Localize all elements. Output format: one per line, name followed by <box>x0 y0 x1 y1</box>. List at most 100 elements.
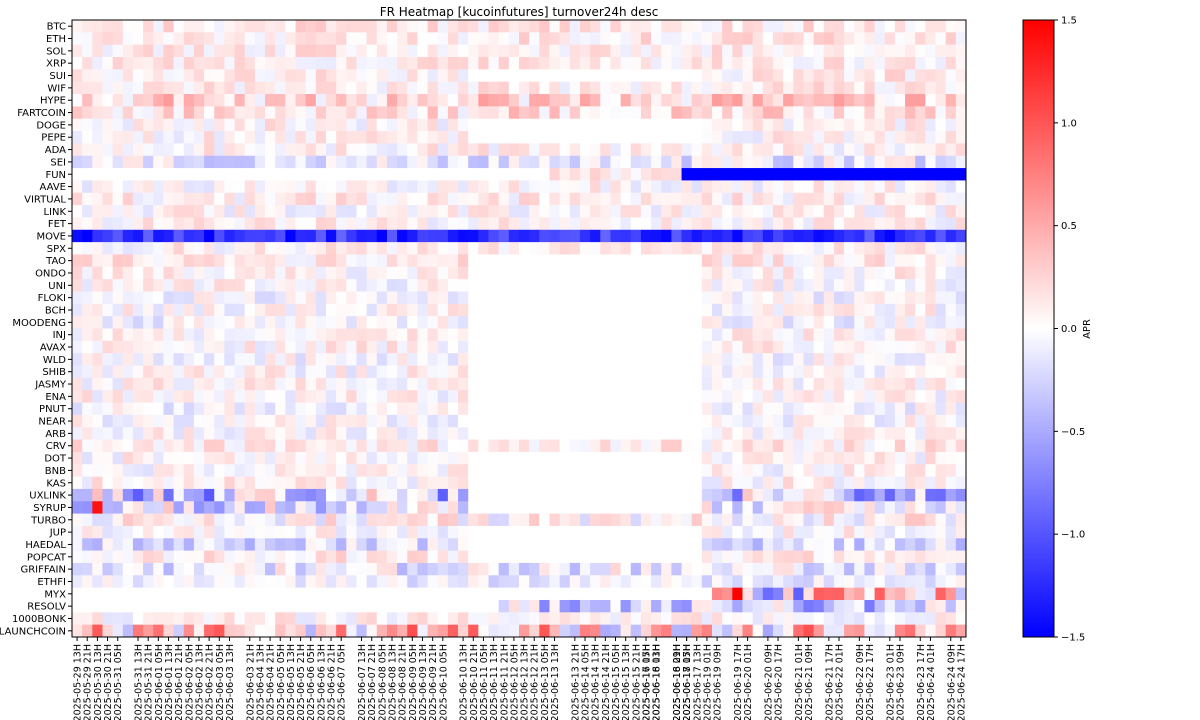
heatmap-cell <box>712 612 723 626</box>
heatmap-cell <box>153 291 164 305</box>
heatmap-cell <box>630 279 642 292</box>
heatmap-cell <box>204 32 215 46</box>
heatmap-cell <box>793 402 804 416</box>
heatmap-cell <box>915 513 926 527</box>
heatmap-cell <box>549 131 561 144</box>
heatmap-cell <box>539 599 550 613</box>
heatmap-cell <box>783 414 794 428</box>
heatmap-cell <box>315 81 327 95</box>
heatmap-cell <box>336 402 347 416</box>
heatmap-cell <box>793 414 804 428</box>
heatmap-cell <box>651 451 662 465</box>
heatmap-cell <box>620 451 632 465</box>
heatmap-cell <box>722 192 733 206</box>
heatmap-cell <box>132 501 144 514</box>
heatmap-cell <box>275 106 286 120</box>
heatmap-cell <box>305 192 317 206</box>
heatmap-cell <box>915 143 926 157</box>
heatmap-cell <box>722 414 733 428</box>
heatmap-cell <box>559 513 571 527</box>
heatmap-cell <box>265 525 276 539</box>
heatmap-cell <box>265 402 276 416</box>
heatmap-cell <box>671 131 682 144</box>
heatmap-cell <box>214 44 225 58</box>
heatmap-cell <box>833 316 845 329</box>
heatmap-cell <box>884 291 896 305</box>
heatmap-cell <box>102 612 114 626</box>
heatmap-cell <box>529 32 540 46</box>
heatmap-cell <box>915 488 926 502</box>
heatmap-cell <box>864 94 875 107</box>
heatmap-cell <box>691 538 703 552</box>
heatmap-cell <box>752 427 764 440</box>
heatmap-cell <box>397 143 408 157</box>
heatmap-cell <box>925 316 936 329</box>
heatmap-cell <box>224 303 235 317</box>
heatmap-cell <box>376 353 388 366</box>
y-tick-label: BCH <box>45 305 66 316</box>
heatmap-cell <box>122 106 134 120</box>
heatmap-cell <box>346 118 357 132</box>
heatmap-cell <box>163 32 174 46</box>
heatmap-cell <box>722 217 733 231</box>
heatmap-cell <box>600 20 611 33</box>
heatmap-cell <box>793 32 804 46</box>
heatmap-cell <box>905 353 916 366</box>
heatmap-cell <box>579 427 591 440</box>
heatmap-cell <box>447 550 459 564</box>
heatmap-cell <box>376 69 388 83</box>
heatmap-cell <box>173 414 185 428</box>
heatmap-cell <box>712 340 723 354</box>
heatmap-cell <box>468 439 479 453</box>
heatmap-cell <box>905 242 916 255</box>
heatmap-cell <box>132 562 144 576</box>
heatmap-cell <box>143 32 154 46</box>
heatmap-cell <box>620 402 632 416</box>
heatmap-cell <box>447 353 459 366</box>
heatmap-cell <box>529 266 540 280</box>
heatmap-cell <box>417 44 428 58</box>
heatmap-cell <box>478 254 489 268</box>
x-tick-label: 2025-06-02 13H <box>194 644 205 720</box>
heatmap-cell <box>651 217 662 231</box>
heatmap-cell <box>661 624 672 638</box>
heatmap-cell <box>254 44 266 58</box>
heatmap-cell <box>833 279 845 292</box>
heatmap-cell <box>336 69 347 83</box>
heatmap-cell <box>590 390 601 403</box>
heatmap-cell <box>325 316 337 329</box>
heatmap-cell <box>549 353 561 366</box>
heatmap-cell <box>590 266 601 280</box>
heatmap-cell <box>498 501 510 514</box>
heatmap-cell <box>325 562 337 576</box>
y-tick-label: INJ <box>53 330 66 341</box>
heatmap-cell <box>661 402 672 416</box>
heatmap-cell <box>143 587 154 601</box>
heatmap-cell <box>894 118 906 132</box>
heatmap-cell <box>82 20 93 33</box>
heatmap-cell <box>468 69 479 83</box>
heatmap-cell <box>417 118 428 132</box>
heatmap-cell <box>651 69 662 83</box>
heatmap-cell <box>529 106 540 120</box>
heatmap-cell <box>254 353 266 366</box>
heatmap-cell <box>529 451 540 465</box>
heatmap-cell <box>681 464 693 477</box>
heatmap-cell <box>336 155 347 169</box>
heatmap-cell <box>193 427 205 440</box>
heatmap-cell <box>214 402 225 416</box>
heatmap-cell <box>275 390 286 403</box>
heatmap-cell <box>833 414 845 428</box>
heatmap-cell <box>833 168 845 181</box>
heatmap-cell <box>752 242 764 255</box>
heatmap-cell <box>275 118 286 132</box>
heatmap-cell <box>884 464 896 477</box>
heatmap-cell <box>305 242 317 255</box>
heatmap-cell <box>752 44 764 58</box>
heatmap-cell <box>803 279 815 292</box>
heatmap-cell <box>437 32 449 46</box>
heatmap-cell <box>894 57 906 70</box>
heatmap-cell <box>671 316 682 329</box>
heatmap-cell <box>325 32 337 46</box>
heatmap-cell <box>265 32 276 46</box>
